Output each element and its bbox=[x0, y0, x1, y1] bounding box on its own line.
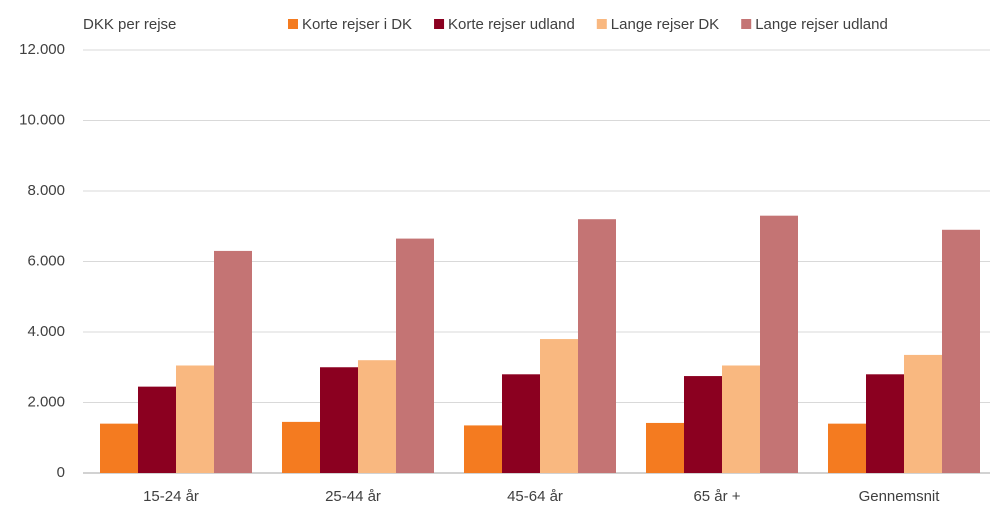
bar bbox=[502, 374, 540, 473]
x-tick-label: 15-24 år bbox=[143, 488, 199, 505]
y-axis-label: DKK per rejse bbox=[83, 16, 176, 33]
y-tick-label: 4.000 bbox=[27, 323, 65, 340]
y-tick-label: 8.000 bbox=[27, 182, 65, 199]
legend-label: Korte rejser udland bbox=[448, 16, 575, 33]
bar bbox=[176, 365, 214, 473]
legend-label: Lange rejser DK bbox=[611, 16, 719, 33]
bar bbox=[138, 386, 176, 473]
y-tick-label: 12.000 bbox=[19, 41, 65, 58]
y-tick-label: 6.000 bbox=[27, 252, 65, 269]
bar bbox=[760, 215, 798, 474]
bar bbox=[904, 354, 942, 473]
legend-swatch bbox=[741, 19, 752, 29]
y-tick-label: 2.000 bbox=[27, 393, 65, 410]
legend-swatch bbox=[288, 19, 298, 29]
bar bbox=[100, 423, 138, 473]
bar bbox=[684, 376, 722, 473]
bar bbox=[320, 367, 358, 473]
legend-label: Lange rejser udland bbox=[755, 16, 888, 33]
legend-swatch bbox=[596, 19, 607, 29]
bar bbox=[464, 425, 502, 473]
bar bbox=[866, 374, 904, 473]
bar bbox=[722, 365, 760, 473]
bar bbox=[828, 423, 866, 473]
x-tick-label: Gennemsnit bbox=[859, 488, 941, 505]
y-tick-label: 10.000 bbox=[19, 111, 65, 128]
bar bbox=[942, 229, 980, 473]
bar bbox=[358, 360, 396, 473]
x-tick-label: 65 år + bbox=[693, 488, 740, 505]
y-tick-label: 0 bbox=[57, 464, 65, 481]
bar bbox=[282, 421, 320, 473]
bar bbox=[578, 219, 616, 473]
x-tick-label: 25-44 år bbox=[325, 488, 381, 505]
legend-swatch bbox=[434, 19, 445, 29]
bar bbox=[646, 422, 684, 473]
x-tick-label: 45-64 år bbox=[507, 488, 563, 505]
legend-label: Korte rejser i DK bbox=[302, 16, 412, 33]
bar bbox=[540, 339, 578, 473]
bar bbox=[396, 238, 434, 473]
bar bbox=[214, 250, 252, 473]
